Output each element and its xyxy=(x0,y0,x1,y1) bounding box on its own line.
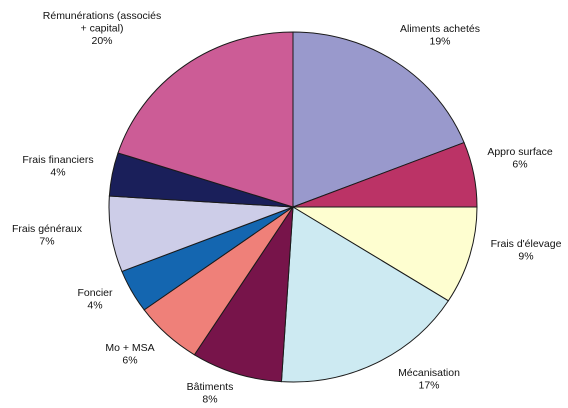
slice-label-2: Frais d'élevage 9% xyxy=(491,238,562,263)
slice-value-label: 17% xyxy=(418,380,439,392)
pie-slice-4 xyxy=(193,205,294,383)
slice-name-label: Rémunérations (associés xyxy=(43,10,161,22)
slice-name-label: Aliments achetés xyxy=(400,23,480,35)
slice-value-label: 19% xyxy=(429,36,450,48)
slice-name-label: Mo + MSA xyxy=(105,342,154,354)
slice-value-label: 20% xyxy=(91,35,112,47)
slice-label-9: Rémunérations (associés + capital) 20% xyxy=(43,10,161,47)
slice-name-label: Foncier xyxy=(77,287,113,299)
slice-label-6: Foncier 4% xyxy=(77,287,113,312)
slice-name-label: Mécanisation xyxy=(398,367,460,379)
pie-slice-3 xyxy=(280,206,450,383)
slice-label-0: Aliments achetés 19% xyxy=(400,23,480,48)
slice-label-7: Frais généraux 7% xyxy=(12,223,83,248)
slice-value-label: 7% xyxy=(39,236,54,248)
slice-label-8: Frais financiers 4% xyxy=(22,154,93,179)
slice-name-label: + capital) xyxy=(81,23,124,35)
slice-name-label: Frais financiers xyxy=(22,154,93,166)
pie-labels: Aliments achetés 19%Appro surface 6%Frais … xyxy=(12,10,562,406)
pie-slice-9 xyxy=(117,31,294,208)
slice-value-label: 4% xyxy=(50,167,65,179)
slice-name-label: Frais généraux xyxy=(12,223,83,235)
slice-value-label: 8% xyxy=(202,394,217,406)
slice-value-label: 4% xyxy=(87,300,102,312)
slice-label-5: Mo + MSA 6% xyxy=(105,342,154,367)
slice-label-3: Mécanisation 17% xyxy=(398,367,460,392)
slice-name-label: Frais d'élevage xyxy=(491,238,562,250)
slice-value-label: 6% xyxy=(122,355,137,367)
slice-value-label: 6% xyxy=(512,159,527,171)
slice-name-label: Appro surface xyxy=(487,146,553,158)
pie-slice-2 xyxy=(291,206,478,302)
slice-label-1: Appro surface 6% xyxy=(487,146,553,171)
slice-label-4: Bâtiments 8% xyxy=(187,381,234,406)
pie-slice-0 xyxy=(292,31,465,208)
slice-value-label: 9% xyxy=(518,251,533,263)
slice-name-label: Bâtiments xyxy=(187,381,234,393)
pie-slices xyxy=(108,31,478,383)
